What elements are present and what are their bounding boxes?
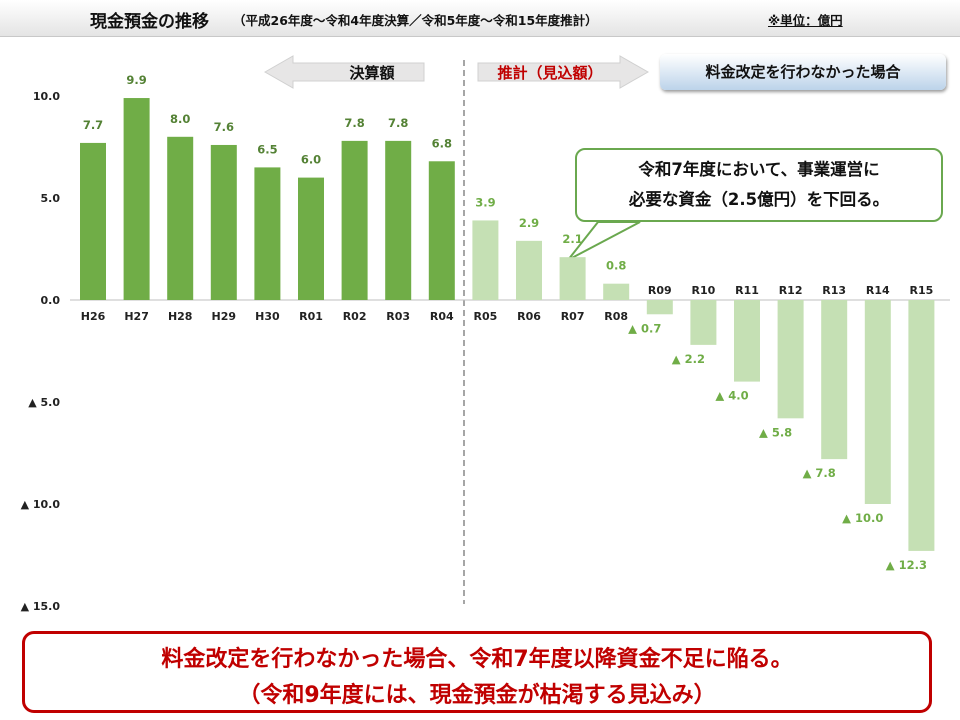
data-label: 9.9 bbox=[126, 73, 146, 87]
actual-label: 決算額 bbox=[349, 64, 394, 82]
x-tick-label: H30 bbox=[255, 310, 280, 323]
data-label: 7.7 bbox=[83, 118, 103, 132]
chart-subtitle: （平成26年度～令和4年度決算／令和5年度～令和15年度推計） bbox=[233, 13, 598, 28]
actual-bar bbox=[428, 161, 455, 300]
scenario-label: 料金改定を行わなかった場合 bbox=[660, 54, 946, 90]
data-label: 6.5 bbox=[257, 142, 277, 156]
actual-arrow-shape bbox=[263, 55, 425, 89]
forecast-bar bbox=[734, 300, 760, 382]
forecast-label: 推計（見込額） bbox=[497, 64, 602, 82]
x-tick-label: R14 bbox=[866, 284, 890, 297]
forecast-bar bbox=[603, 283, 630, 300]
x-tick-label: H26 bbox=[81, 310, 106, 323]
chart-title: 現金預金の推移 bbox=[90, 12, 209, 32]
conclusion-box: 料金改定を行わなかった場合、令和7年度以降資金不足に陥る。 （令和9年度には、現… bbox=[22, 631, 932, 713]
forecast-bar bbox=[559, 257, 586, 300]
unit-note: ※単位：億円 bbox=[768, 13, 843, 28]
y-tick-label: 0.0 bbox=[41, 294, 61, 307]
data-label: ▲ 5.8 bbox=[759, 425, 792, 439]
x-tick-label: R12 bbox=[779, 284, 803, 297]
x-tick-label: R02 bbox=[343, 310, 367, 323]
chart-svg: 決算額 推計（見込額） 10.0 5.0 0.0 ▲ 5.0 ▲ 10.0 ▲ 15.0 H… bbox=[21, 55, 950, 613]
y-tick-label: ▲ 15.0 bbox=[21, 600, 61, 613]
conclusion-line-2: （令和9年度には、現金預金が枯渇する見込み） bbox=[238, 683, 716, 708]
x-tick-label: R03 bbox=[386, 310, 410, 323]
actual-bar bbox=[298, 177, 324, 300]
actual-bar bbox=[341, 140, 368, 300]
data-label: 3.9 bbox=[475, 195, 495, 209]
x-tick-label: R07 bbox=[561, 310, 585, 323]
x-tick-label: R06 bbox=[517, 310, 541, 323]
title-bar: 現金預金の推移 （平成26年度～令和4年度決算／令和5年度～令和15年度推計） … bbox=[0, 0, 960, 37]
data-label: 6.8 bbox=[432, 136, 452, 150]
data-label: 2.9 bbox=[519, 216, 539, 230]
x-tick-label: H28 bbox=[168, 310, 193, 323]
actual-bar bbox=[385, 140, 412, 300]
callout-line-1: 令和7年度において、事業運営に bbox=[638, 160, 880, 179]
data-label: 7.8 bbox=[344, 116, 364, 130]
plot-area: 10.0 5.0 0.0 ▲ 5.0 ▲ 10.0 ▲ 15.0 H26 7.7 H27 9.9 H… bbox=[21, 73, 950, 613]
forecast-bar bbox=[516, 240, 542, 300]
actual-bar bbox=[254, 167, 281, 300]
callout-pointer bbox=[567, 221, 641, 261]
x-tick-label: R04 bbox=[430, 310, 454, 323]
data-label: ▲ 7.8 bbox=[803, 466, 836, 480]
data-label: ▲ 0.7 bbox=[628, 321, 661, 335]
x-tick-label: H29 bbox=[212, 310, 237, 323]
forecast-bar bbox=[777, 300, 804, 419]
y-tick-label: 10.0 bbox=[33, 90, 60, 103]
x-tick-label: R10 bbox=[692, 284, 716, 297]
actual-bar bbox=[123, 98, 150, 300]
data-label: 0.8 bbox=[606, 259, 626, 273]
forecast-bar bbox=[690, 300, 717, 345]
forecast-bar bbox=[908, 300, 935, 551]
y-tick-label: ▲ 10.0 bbox=[21, 498, 61, 511]
conclusion-line-1: 料金改定を行わなかった場合、令和7年度以降資金不足に陥る。 bbox=[161, 647, 793, 672]
x-tick-label: H27 bbox=[124, 310, 149, 323]
x-tick-label: R15 bbox=[910, 284, 934, 297]
forecast-arrow-shape bbox=[477, 55, 650, 89]
callout-line-2: 必要な資金（2.5億円）を下回る。 bbox=[628, 190, 890, 209]
actual-bar bbox=[167, 136, 194, 300]
y-tick-label: ▲ 5.0 bbox=[28, 396, 60, 409]
data-label: ▲ 12.3 bbox=[886, 558, 927, 572]
x-tick-label: R11 bbox=[735, 284, 759, 297]
y-tick-label: 5.0 bbox=[41, 192, 61, 205]
forecast-bar bbox=[821, 300, 848, 460]
x-tick-label: R01 bbox=[299, 310, 323, 323]
data-label: 7.6 bbox=[214, 120, 234, 134]
forecast-bar bbox=[864, 300, 891, 504]
data-label: 6.0 bbox=[301, 153, 321, 167]
data-label: 7.8 bbox=[388, 116, 408, 130]
data-label: ▲ 2.2 bbox=[672, 352, 705, 366]
data-label: 8.0 bbox=[170, 112, 190, 126]
x-tick-label: R09 bbox=[648, 284, 672, 297]
x-tick-label: R05 bbox=[474, 310, 498, 323]
x-tick-label: R08 bbox=[604, 310, 628, 323]
data-label: ▲ 4.0 bbox=[715, 389, 748, 403]
actual-bar bbox=[210, 144, 237, 300]
forecast-bar bbox=[646, 300, 673, 315]
x-tick-label: R13 bbox=[822, 284, 846, 297]
forecast-bar bbox=[472, 220, 499, 300]
data-label: 2.1 bbox=[562, 232, 582, 246]
actual-bar bbox=[80, 142, 106, 300]
callout-box: 令和7年度において、事業運営に 必要な資金（2.5億円）を下回る。 bbox=[575, 148, 943, 222]
data-label: ▲ 10.0 bbox=[842, 511, 883, 525]
